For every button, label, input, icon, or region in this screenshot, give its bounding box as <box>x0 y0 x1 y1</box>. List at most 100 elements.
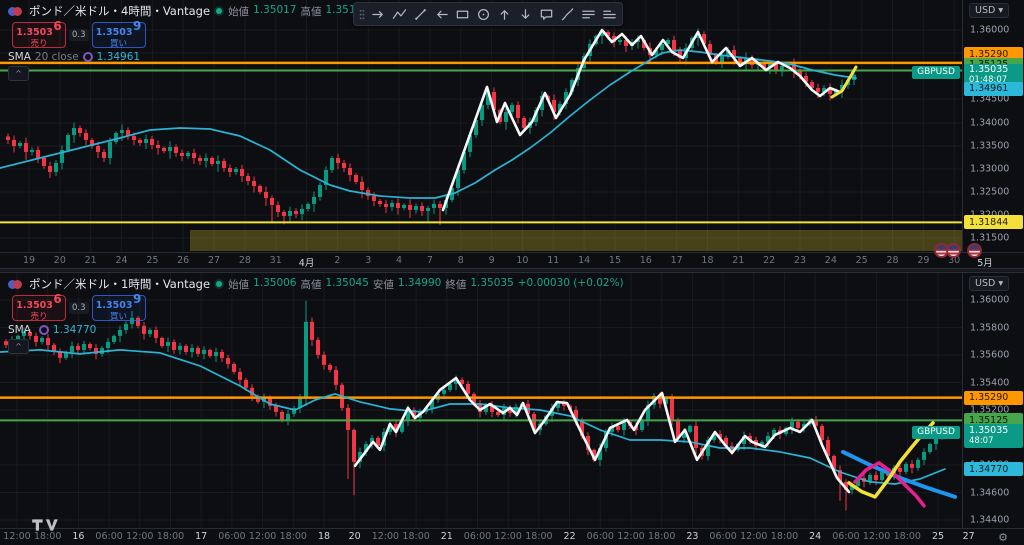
time-tick: 22 <box>763 255 776 266</box>
time-tick: 5月 <box>977 258 993 269</box>
time-tick: 06:00 <box>832 531 860 542</box>
indicator-sma[interactable]: SMA 1.34770 <box>8 324 97 336</box>
time-tick: 7 <box>426 255 433 266</box>
chart-panel-1h: ポンド／米ドル・1時間・Vantage 始値 1.35006 高値 1.35045 … <box>0 273 1024 528</box>
chevron-down-icon: ▾ <box>998 5 1004 16</box>
price-change: +0.00030 (+0.02%) <box>517 276 624 289</box>
time-tick: 31 <box>269 255 282 266</box>
time-tick: 8 <box>457 255 464 266</box>
trendline-icon[interactable] <box>410 5 430 23</box>
price-axis-1h[interactable]: USD ▾ 1.36000 1.35800 1.35600 1.35400 1.35200… <box>912 273 1024 528</box>
chart-canvas <box>0 0 962 252</box>
crossline-icon[interactable] <box>368 5 388 23</box>
time-tick: 12:00 <box>126 531 154 542</box>
symbol-title[interactable]: ポンド／米ドル・4時間・Vantage <box>29 4 211 18</box>
symbol-price-tag: GBPUSD <box>912 65 960 79</box>
price-level-label: 1.31844 <box>964 215 1023 230</box>
price-level-label: 1.35125 <box>964 413 1023 428</box>
time-tick: 20 <box>348 531 361 542</box>
time-tick: 24 <box>809 531 822 542</box>
price-tick: 1.36000 <box>970 294 1010 306</box>
time-tick: 3 <box>365 255 372 266</box>
time-tick: 17 <box>195 531 208 542</box>
time-tick: 28 <box>886 255 899 266</box>
time-tick: 10 <box>516 255 529 266</box>
drawing-toolbar <box>353 2 623 26</box>
market-open-dot <box>216 281 223 287</box>
buy-button[interactable]: 1.35039 買い <box>91 20 146 48</box>
symbol-price-tag: GBPUSD <box>912 426 960 439</box>
currency-selector[interactable]: USD ▾ <box>969 276 1010 291</box>
drag-handle-icon[interactable] <box>357 5 367 23</box>
tradingview-logo[interactable] <box>30 517 60 537</box>
panel-separator[interactable] <box>0 268 1024 273</box>
market-open-dot <box>216 8 223 14</box>
settings-gear-icon[interactable]: ⚙ <box>998 531 1008 544</box>
sma-source-icon <box>82 52 93 62</box>
sell-button[interactable]: 1.35036 売り <box>12 293 66 321</box>
economic-event-flag-us[interactable] <box>967 243 982 258</box>
highlight-zone <box>190 230 962 251</box>
price-tick: 1.31500 <box>970 232 1010 244</box>
symbol-title[interactable]: ポンド／米ドル・1時間・Vantage <box>29 277 211 291</box>
pair-logo <box>8 6 23 17</box>
arrow-up-icon[interactable] <box>494 5 514 23</box>
time-tick: 2 <box>334 255 341 266</box>
collapse-legend-button[interactable]: ^ <box>8 66 29 81</box>
time-tick: 24 <box>824 255 837 266</box>
rectangle-icon[interactable] <box>452 5 472 23</box>
price-tick: 1.33000 <box>970 163 1010 175</box>
price-tick: 1.34500 <box>970 93 1010 105</box>
price-level-label: 1.34961 <box>964 81 1023 96</box>
time-tick: 21 <box>732 255 745 266</box>
buy-button[interactable]: 1.35039 買い <box>91 293 146 321</box>
time-tick: 23 <box>793 255 807 266</box>
time-tick: 12:00 <box>3 531 31 542</box>
time-tick: 18:00 <box>770 531 799 542</box>
price-chart-1h[interactable] <box>0 273 962 528</box>
price-tick: 1.35600 <box>970 349 1010 361</box>
long-position-icon[interactable] <box>578 5 598 23</box>
time-tick: 4 <box>396 255 403 266</box>
price-level-label: 1.34770 <box>964 462 1023 477</box>
arrow-left-icon[interactable] <box>431 5 451 23</box>
time-tick: 06:00 <box>95 531 123 542</box>
comment-icon[interactable] <box>536 5 556 23</box>
arrow-down-icon[interactable] <box>515 5 535 23</box>
polyline-icon[interactable] <box>389 5 409 23</box>
chevron-down-icon: ▾ <box>998 278 1004 289</box>
sell-button[interactable]: 1.35036 売り <box>12 20 66 48</box>
time-tick: 25 <box>931 531 945 542</box>
time-tick: 18:00 <box>647 531 676 542</box>
time-tick: 30 <box>948 255 961 266</box>
time-tick: 18:00 <box>402 531 430 542</box>
time-tick: 23 <box>686 531 699 542</box>
time-tick: 12:00 <box>617 531 645 542</box>
price-tick: 1.36000 <box>970 24 1010 36</box>
ellipse-icon[interactable] <box>473 5 493 23</box>
price-chart-4h[interactable] <box>0 0 982 258</box>
short-position-icon[interactable] <box>599 5 619 23</box>
time-tick: 16 <box>639 255 652 266</box>
time-tick: 06:00 <box>586 531 614 542</box>
time-tick: 29 <box>917 255 930 266</box>
time-axis-1h[interactable]: ⚙ 12:00 18:00 16 06:00 12:00 18:00 17 06:00 12:0… <box>0 528 1024 545</box>
time-tick: 17 <box>670 255 683 266</box>
time-tick: 12:00 <box>248 531 277 542</box>
time-axis-4h[interactable]: 19 20 21 24 25 26 27 28 31 4月 2 3 4 7 8 9 10 11 14 15 16 17 18… <box>0 252 1024 269</box>
current-price-label: 1.35035 48:07 GBPUSD <box>912 424 1023 448</box>
currency-selector[interactable]: USD ▾ <box>969 3 1010 18</box>
brush-icon[interactable] <box>557 5 577 23</box>
grid <box>0 273 962 528</box>
indicator-sma[interactable]: SMA 20 close 1.34961 <box>8 51 141 63</box>
time-tick: 19 <box>22 255 36 266</box>
economic-event-flag-us[interactable] <box>946 243 961 258</box>
price-tick: 1.34000 <box>970 117 1010 129</box>
collapse-legend-button[interactable]: ^ <box>8 339 29 354</box>
time-tick: 18:00 <box>279 531 307 542</box>
price-tick: 1.35400 <box>970 377 1010 388</box>
sma-line <box>0 349 946 485</box>
price-axis-4h[interactable]: USD▾ 1.360001.355001.345001.340001.33500… <box>912 0 1024 252</box>
chart-panel-4h: ポンド／米ドル・4時間・Vantage 始値 1.35017 高値 1.35146 … <box>0 0 1024 258</box>
sma-source-icon <box>38 325 49 335</box>
